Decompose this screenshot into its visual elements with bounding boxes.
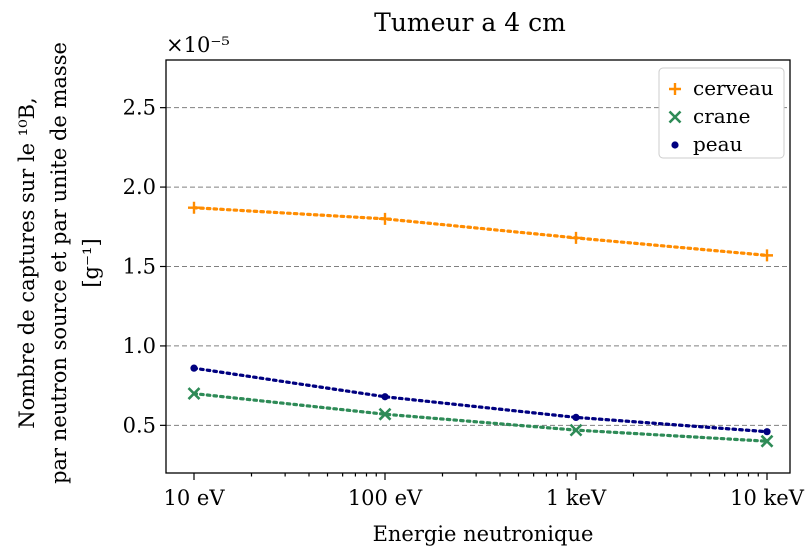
data-point-crane: [569, 423, 583, 437]
data-point-crane: [760, 434, 774, 448]
legend: cerveau crane peau: [658, 67, 785, 159]
data-point-cerveau: [188, 201, 200, 214]
y-tick-label: 2.5: [123, 96, 156, 120]
legend-frame: [658, 67, 785, 159]
data-point-crane: [378, 407, 392, 421]
data-point-peau: [763, 428, 771, 436]
legend-markers: [668, 83, 682, 149]
y-axis-label-line-1: Nombre de captures sur le ¹⁰B,: [15, 97, 39, 428]
series-line-cerveau: [192, 206, 769, 257]
y-tick-label: 1.0: [123, 334, 156, 358]
data-point-peau: [381, 393, 389, 401]
y-tick-label: 2.0: [123, 175, 156, 199]
y-multiplier: ×10⁻⁵: [166, 33, 230, 57]
data-point-cerveau: [379, 212, 391, 225]
x-tick-label: 100 eV: [348, 486, 423, 510]
x-tick-label: 1 keV: [546, 486, 607, 510]
data-point-cerveau: [570, 231, 582, 244]
legend-label-peau: peau: [693, 132, 743, 156]
legend-label-crane: crane: [693, 104, 750, 128]
x-tick-label: 10 keV: [730, 486, 805, 510]
chart-title: Tumeur a 4 cm: [374, 8, 566, 37]
y-tick-label: 0.5: [123, 413, 156, 437]
legend-marker-peau: [671, 141, 679, 149]
data-point-crane: [187, 387, 201, 400]
y-tick-label: 1.5: [123, 255, 156, 279]
y-axis-label-line-3: [g⁻¹]: [79, 238, 103, 287]
y-axis-label-line-2: par neutron source et par unite de masse: [47, 42, 71, 484]
data-point-peau: [190, 364, 198, 372]
y-axis-label: Nombre de captures sur le ¹⁰B, par neutr…: [15, 42, 103, 484]
data-point-cerveau: [761, 249, 773, 262]
legend-marker-cerveau: [669, 83, 681, 95]
x-tick-label: 10 eV: [164, 486, 226, 510]
x-axis-label: Energie neutronique: [373, 522, 594, 546]
legend-label-cerveau: cerveau: [693, 76, 774, 100]
series-line-crane: [192, 391, 769, 443]
data-point-peau: [572, 413, 580, 422]
series-layer: [187, 201, 774, 448]
legend-marker-crane: [668, 110, 682, 124]
series-line-peau: [192, 366, 769, 434]
axis-ticks: 0.5 1.0 1.5 2.0 2.5 10 eV 100 eV 1 keV 10 keV: [123, 96, 805, 510]
